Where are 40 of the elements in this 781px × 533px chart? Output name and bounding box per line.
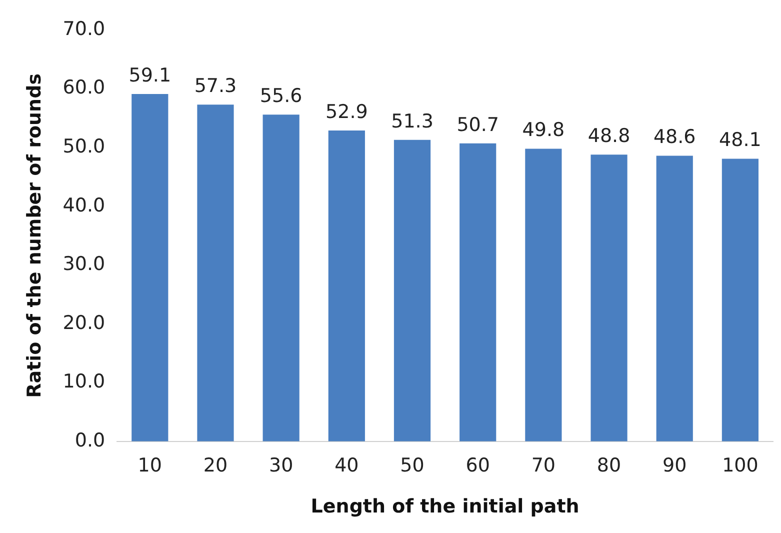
bar [328,130,365,442]
bar [722,158,759,442]
x-tick-label: 100 [722,454,758,477]
data-label: 49.8 [522,119,565,142]
data-label: 57.3 [194,75,237,98]
data-label: 51.3 [391,110,434,132]
y-tick-label: 30.0 [62,253,106,276]
bar [132,94,168,442]
bar [394,140,431,442]
y-axis-title: Ratio of the number of rounds [23,73,46,398]
bar [262,114,300,442]
x-tick-label: 30 [268,454,294,477]
y-tick-label: 60.0 [62,76,106,99]
x-tick-label: 70 [531,454,556,477]
y-tick-label: 40.0 [62,194,106,216]
bar [656,156,693,442]
x-tick-label: 90 [662,454,687,477]
x-axis-title: Length of the initial path [310,496,580,518]
data-label: 50.7 [456,114,500,136]
data-label: 55.6 [260,85,302,108]
x-tick-label: 50 [400,454,424,477]
bar [197,104,234,442]
y-tick-label: 70.0 [62,18,106,40]
y-tick-label: 0.0 [74,429,106,452]
y-tick-label: 20.0 [62,312,106,334]
x-tick-label: 20 [203,454,228,477]
x-tick-label: 80 [596,454,622,477]
y-tick-label: 50.0 [62,135,106,158]
x-tick-label: 60 [466,454,490,477]
data-label: 52.9 [326,100,368,123]
y-tick-label: 10.0 [62,370,106,393]
data-label: 48.8 [588,125,630,148]
data-label: 59.1 [128,64,172,86]
bar [525,148,562,442]
x-tick-label: 40 [334,454,359,477]
data-label: 48.6 [653,126,696,148]
data-label: 48.1 [719,129,762,152]
x-tick-label: 10 [138,454,162,477]
bar [590,154,628,442]
bar [460,143,496,442]
